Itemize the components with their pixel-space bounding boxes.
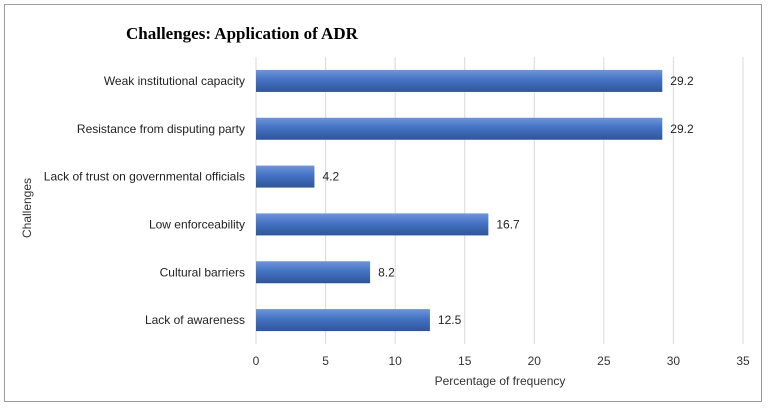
category-label: Lack of awareness	[145, 313, 245, 327]
data-label: 29.2	[670, 74, 694, 88]
bar	[256, 165, 315, 188]
chart-title: Challenges: Application of ADR	[126, 24, 359, 43]
category-label: Weak institutional capacity	[104, 74, 245, 88]
bar	[256, 213, 489, 236]
bar	[256, 117, 663, 140]
x-tick-label: 10	[388, 354, 402, 368]
category-label: Resistance from disputing party	[77, 122, 245, 136]
category-labels: Weak institutional capacity Resistance fr…	[44, 74, 245, 327]
bars	[256, 69, 663, 332]
data-label: 4.2	[322, 170, 339, 184]
category-label: Cultural barriers	[160, 265, 245, 279]
bar	[256, 69, 663, 92]
bar-chart: Challenges: Application of ADR Weak inst…	[20, 24, 750, 388]
data-label: 29.2	[670, 122, 694, 136]
x-tick-label: 15	[458, 354, 472, 368]
data-label: 12.5	[438, 313, 462, 327]
x-axis-title: Percentage of frequency	[435, 374, 566, 388]
data-labels: 29.2 29.2 4.2 16.7 8.2 12.5	[322, 74, 694, 327]
category-label: Lack of trust on governmental officials	[44, 170, 245, 184]
bar	[256, 261, 371, 284]
x-tick-label: 20	[528, 354, 542, 368]
category-label: Low enforceability	[149, 217, 245, 231]
x-tick-label: 5	[322, 354, 329, 368]
data-label: 8.2	[378, 265, 395, 279]
data-label: 16.7	[496, 217, 520, 231]
chart-frame: Challenges: Application of ADR Weak inst…	[4, 4, 762, 402]
bar	[256, 309, 430, 332]
gridlines	[255, 57, 744, 344]
x-tick-label: 30	[667, 354, 681, 368]
x-tick-label: 25	[597, 354, 611, 368]
y-axis-title: Challenges	[20, 178, 34, 238]
x-tick-label: 35	[736, 354, 750, 368]
x-tick-labels: 0 5 10 15 20 25 30 35	[253, 354, 750, 368]
x-tick-label: 0	[253, 354, 260, 368]
